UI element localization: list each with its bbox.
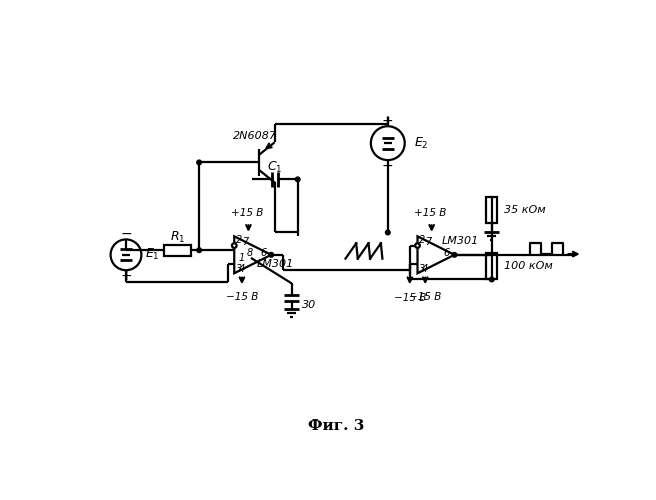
Text: 7: 7	[425, 238, 432, 248]
Text: −: −	[120, 227, 132, 241]
Circle shape	[232, 244, 237, 248]
Circle shape	[295, 177, 300, 182]
Text: 2: 2	[236, 235, 242, 245]
Circle shape	[489, 277, 494, 282]
Text: 7: 7	[242, 238, 248, 248]
Bar	[486, 254, 497, 280]
Text: 2: 2	[419, 235, 425, 245]
Text: 3: 3	[236, 264, 242, 274]
Bar	[164, 245, 192, 256]
Text: 6: 6	[443, 248, 450, 258]
Text: 35 кОм: 35 кОм	[504, 205, 546, 215]
Text: 4: 4	[422, 264, 428, 274]
Text: $E_2$: $E_2$	[414, 136, 428, 150]
Text: 30: 30	[302, 300, 317, 310]
Text: 8: 8	[247, 248, 253, 258]
Text: +15 В: +15 В	[414, 208, 446, 218]
Text: 6: 6	[260, 248, 266, 258]
Text: +: +	[120, 268, 132, 282]
Text: $C_1$: $C_1$	[267, 160, 282, 174]
Circle shape	[415, 244, 420, 248]
Text: −15 В: −15 В	[226, 292, 258, 302]
Circle shape	[386, 230, 390, 235]
Circle shape	[269, 252, 274, 257]
Text: LM301: LM301	[256, 259, 294, 269]
Text: +15 В: +15 В	[231, 208, 263, 218]
Text: Фиг. 3: Фиг. 3	[308, 419, 364, 432]
Text: −15 В: −15 В	[394, 292, 426, 302]
Text: $E_1$: $E_1$	[145, 248, 160, 262]
Circle shape	[452, 252, 457, 257]
Text: 3: 3	[419, 264, 425, 274]
Text: +: +	[382, 114, 394, 128]
Text: −: −	[382, 158, 394, 172]
Text: 100 кОм: 100 кОм	[504, 262, 553, 272]
Text: LM301: LM301	[442, 236, 480, 246]
Bar	[486, 197, 497, 223]
Text: 1: 1	[239, 253, 245, 263]
Circle shape	[197, 160, 201, 164]
Circle shape	[197, 248, 201, 252]
Text: $R_1$: $R_1$	[170, 230, 185, 244]
Text: 2N6087: 2N6087	[234, 131, 277, 141]
Text: 4: 4	[239, 264, 245, 274]
Text: −15 В: −15 В	[409, 292, 441, 302]
